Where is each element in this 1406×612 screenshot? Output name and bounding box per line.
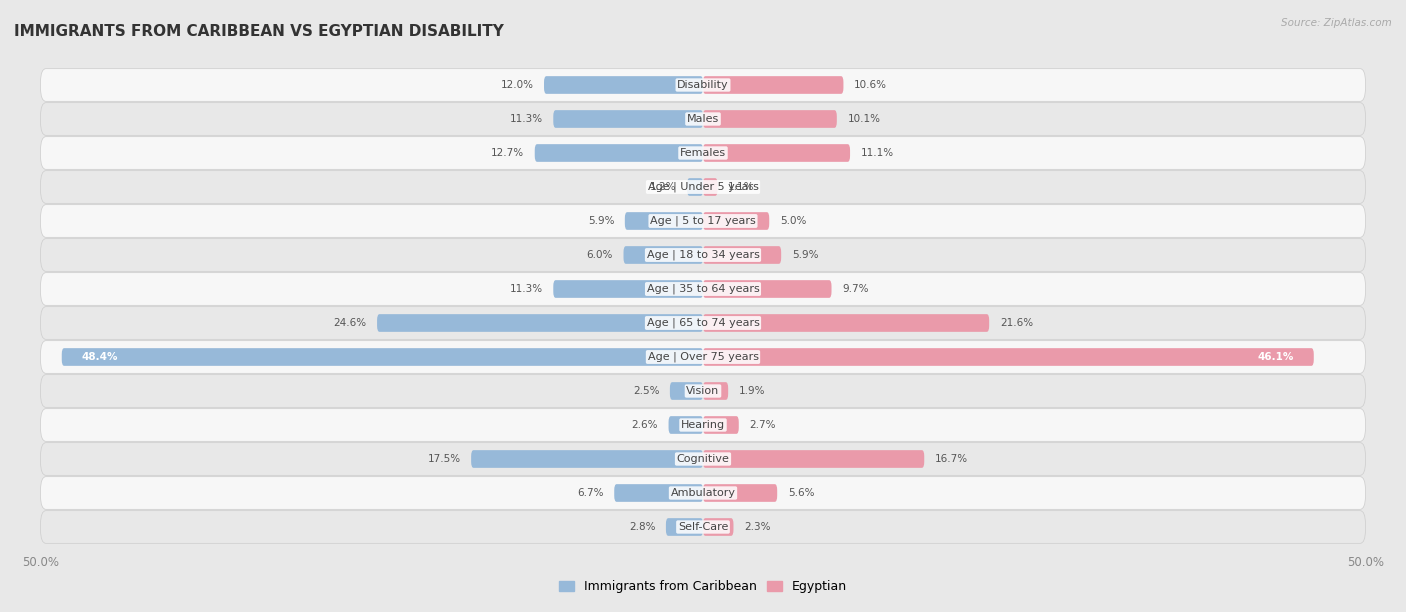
FancyBboxPatch shape: [703, 144, 851, 162]
Text: Age | Over 75 years: Age | Over 75 years: [648, 352, 758, 362]
Text: 24.6%: 24.6%: [333, 318, 367, 328]
Text: Females: Females: [681, 148, 725, 158]
FancyBboxPatch shape: [554, 280, 703, 298]
FancyBboxPatch shape: [703, 76, 844, 94]
Text: 48.4%: 48.4%: [82, 352, 118, 362]
FancyBboxPatch shape: [703, 484, 778, 502]
FancyBboxPatch shape: [703, 348, 1313, 366]
Text: 2.8%: 2.8%: [628, 522, 655, 532]
FancyBboxPatch shape: [703, 450, 924, 468]
Text: Age | 18 to 34 years: Age | 18 to 34 years: [647, 250, 759, 260]
Text: 5.6%: 5.6%: [787, 488, 814, 498]
FancyBboxPatch shape: [703, 246, 782, 264]
Text: Cognitive: Cognitive: [676, 454, 730, 464]
FancyBboxPatch shape: [41, 273, 1365, 305]
Text: 1.2%: 1.2%: [650, 182, 676, 192]
FancyBboxPatch shape: [623, 246, 703, 264]
FancyBboxPatch shape: [544, 76, 703, 94]
FancyBboxPatch shape: [471, 450, 703, 468]
FancyBboxPatch shape: [41, 409, 1365, 441]
FancyBboxPatch shape: [703, 110, 837, 128]
Text: 21.6%: 21.6%: [1000, 318, 1033, 328]
Text: 2.7%: 2.7%: [749, 420, 776, 430]
Text: 1.1%: 1.1%: [728, 182, 755, 192]
Text: 17.5%: 17.5%: [427, 454, 461, 464]
Text: 5.9%: 5.9%: [792, 250, 818, 260]
Text: 12.0%: 12.0%: [501, 80, 533, 90]
FancyBboxPatch shape: [41, 375, 1365, 408]
FancyBboxPatch shape: [703, 416, 738, 434]
Text: 9.7%: 9.7%: [842, 284, 869, 294]
FancyBboxPatch shape: [703, 382, 728, 400]
Text: 46.1%: 46.1%: [1257, 352, 1294, 362]
FancyBboxPatch shape: [703, 280, 831, 298]
Text: Age | 35 to 64 years: Age | 35 to 64 years: [647, 284, 759, 294]
FancyBboxPatch shape: [688, 178, 703, 196]
FancyBboxPatch shape: [666, 518, 703, 536]
FancyBboxPatch shape: [41, 103, 1365, 135]
Text: 11.1%: 11.1%: [860, 148, 894, 158]
FancyBboxPatch shape: [703, 212, 769, 230]
Text: 16.7%: 16.7%: [935, 454, 967, 464]
FancyBboxPatch shape: [41, 510, 1365, 543]
FancyBboxPatch shape: [41, 442, 1365, 476]
Text: Hearing: Hearing: [681, 420, 725, 430]
FancyBboxPatch shape: [534, 144, 703, 162]
Text: 2.3%: 2.3%: [744, 522, 770, 532]
FancyBboxPatch shape: [703, 518, 734, 536]
FancyBboxPatch shape: [703, 314, 990, 332]
Legend: Immigrants from Caribbean, Egyptian: Immigrants from Caribbean, Egyptian: [554, 575, 852, 599]
FancyBboxPatch shape: [41, 341, 1365, 373]
FancyBboxPatch shape: [669, 416, 703, 434]
Text: IMMIGRANTS FROM CARIBBEAN VS EGYPTIAN DISABILITY: IMMIGRANTS FROM CARIBBEAN VS EGYPTIAN DI…: [14, 24, 503, 40]
Text: 11.3%: 11.3%: [509, 284, 543, 294]
FancyBboxPatch shape: [41, 239, 1365, 271]
FancyBboxPatch shape: [41, 69, 1365, 102]
Text: 5.0%: 5.0%: [780, 216, 806, 226]
FancyBboxPatch shape: [41, 171, 1365, 203]
Text: Males: Males: [688, 114, 718, 124]
Text: 10.6%: 10.6%: [853, 80, 887, 90]
Text: 2.6%: 2.6%: [631, 420, 658, 430]
FancyBboxPatch shape: [41, 307, 1365, 339]
Text: 11.3%: 11.3%: [509, 114, 543, 124]
Text: 6.7%: 6.7%: [576, 488, 603, 498]
FancyBboxPatch shape: [624, 212, 703, 230]
FancyBboxPatch shape: [554, 110, 703, 128]
Text: Age | Under 5 years: Age | Under 5 years: [648, 182, 758, 192]
FancyBboxPatch shape: [614, 484, 703, 502]
Text: Ambulatory: Ambulatory: [671, 488, 735, 498]
Text: 12.7%: 12.7%: [491, 148, 524, 158]
FancyBboxPatch shape: [669, 382, 703, 400]
Text: 6.0%: 6.0%: [586, 250, 613, 260]
FancyBboxPatch shape: [62, 348, 703, 366]
FancyBboxPatch shape: [377, 314, 703, 332]
Text: 2.5%: 2.5%: [633, 386, 659, 396]
FancyBboxPatch shape: [41, 477, 1365, 509]
FancyBboxPatch shape: [41, 204, 1365, 237]
FancyBboxPatch shape: [703, 178, 717, 196]
Text: 5.9%: 5.9%: [588, 216, 614, 226]
Text: Source: ZipAtlas.com: Source: ZipAtlas.com: [1281, 18, 1392, 28]
Text: Vision: Vision: [686, 386, 720, 396]
Text: Age | 5 to 17 years: Age | 5 to 17 years: [650, 216, 756, 226]
Text: 1.9%: 1.9%: [738, 386, 765, 396]
Text: Age | 65 to 74 years: Age | 65 to 74 years: [647, 318, 759, 328]
Text: Disability: Disability: [678, 80, 728, 90]
Text: Self-Care: Self-Care: [678, 522, 728, 532]
FancyBboxPatch shape: [41, 136, 1365, 170]
Text: 10.1%: 10.1%: [848, 114, 880, 124]
